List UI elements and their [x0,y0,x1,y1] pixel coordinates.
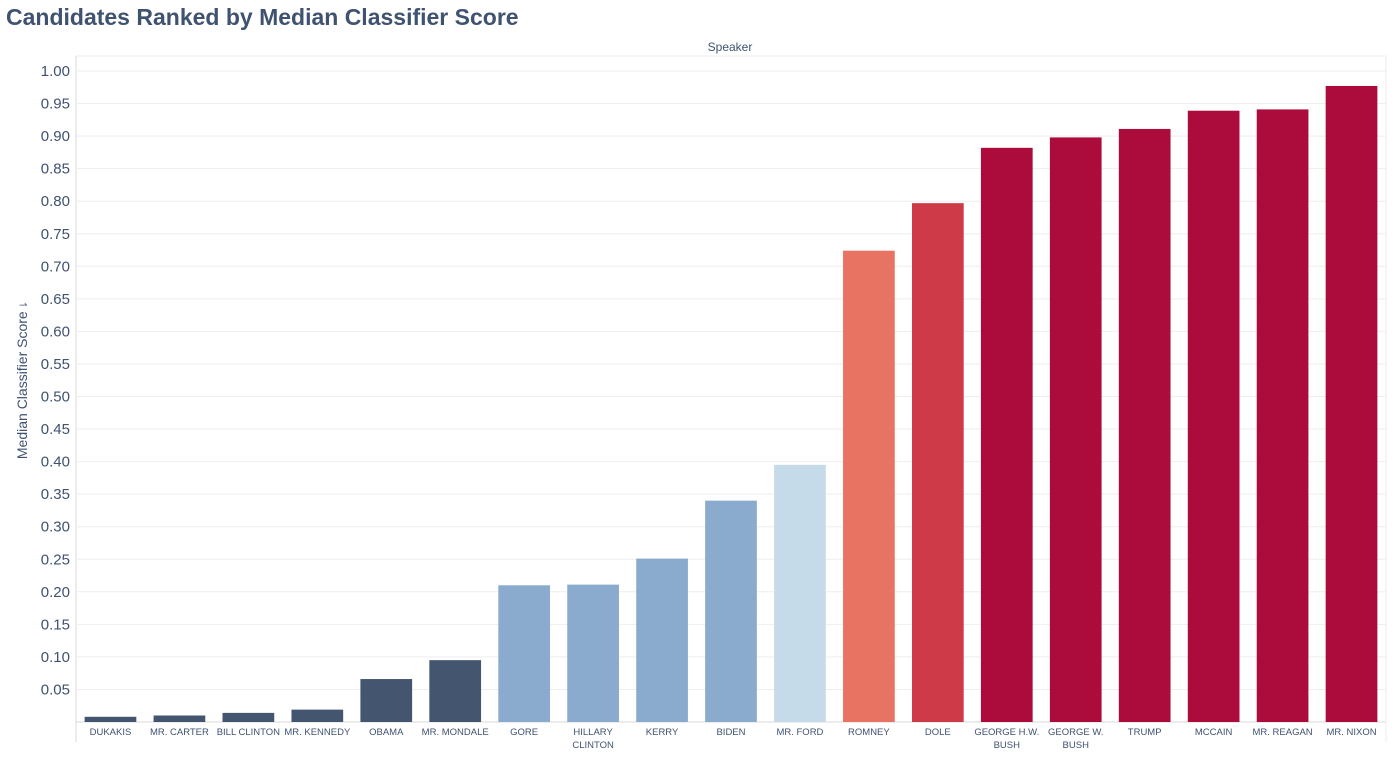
y-tick-label: 0.80 [41,193,70,210]
y-tick-label: 0.45 [41,421,70,438]
bar[interactable] [1256,109,1309,722]
y-tick-label: 0.90 [41,128,70,145]
y-tick-label: 0.10 [41,649,70,666]
x-tick-label: HILLARY [573,727,613,738]
x-tick-label: DOLE [925,727,951,738]
y-tick-label: 0.75 [41,226,70,243]
x-tick-label: MR. CARTER [150,727,209,738]
bar[interactable] [1118,128,1171,723]
bar[interactable] [636,558,688,722]
bar[interactable] [291,709,344,722]
bar[interactable] [980,147,1033,722]
x-facet-label: Speaker [707,40,753,54]
bar[interactable] [498,585,551,722]
y-tick-label: 0.20 [41,584,70,601]
x-tick-label: MR. KENNEDY [284,727,351,738]
y-tick-label: 0.55 [41,356,70,373]
bar[interactable] [153,715,206,722]
y-tick-label: 0.30 [41,519,70,536]
y-tick-label: 0.15 [41,616,70,633]
bar[interactable] [222,712,275,722]
y-tick-label: 0.25 [41,551,70,568]
x-tick-label: DUKAKIS [90,727,132,738]
x-tick-label: TRUMP [1128,727,1162,738]
bar[interactable] [567,584,619,722]
x-tick-label: ROMNEY [848,727,890,738]
y-tick-label: 0.85 [41,161,70,178]
bar[interactable] [774,464,826,722]
x-tick-label: KERRY [646,727,679,738]
x-tick-label: MCCAIN [1195,727,1233,738]
bar[interactable] [360,679,413,722]
bar[interactable] [705,500,757,722]
x-tick-label: BIDEN [716,727,745,738]
y-tick-label: 0.95 [41,96,70,113]
y-tick-label: 0.60 [41,323,70,340]
x-tick-label: CLINTON [572,740,614,751]
bar[interactable] [911,203,964,722]
bar[interactable] [843,250,895,722]
y-tick-label: 0.05 [41,681,70,698]
y-tick-label: 0.40 [41,454,70,471]
x-tick-label: BUSH [1063,740,1090,751]
y-tick-label: 0.35 [41,486,70,503]
x-tick-label: OBAMA [369,727,404,738]
x-tick-label: MR. MONDALE [422,727,489,738]
bar[interactable] [429,660,482,722]
y-tick-label: 0.70 [41,258,70,275]
y-tick-label: 1.00 [41,63,70,80]
x-tick-label: GORE [510,727,538,738]
bar[interactable] [1325,85,1378,722]
y-tick-label: 0.50 [41,389,70,406]
x-tick-label: BILL CLINTON [217,727,280,738]
x-tick-label: MR. REAGAN [1252,727,1312,738]
bar[interactable] [1049,137,1102,723]
x-tick-label: GEORGE W. [1048,727,1103,738]
chart-title: Candidates Ranked by Median Classifier S… [6,4,519,30]
bar[interactable] [1187,110,1240,722]
x-tick-label: MR. FORD [776,727,823,738]
bar[interactable] [84,716,137,722]
x-tick-label: BUSH [994,740,1021,751]
x-tick-label: GEORGE H.W. [974,727,1039,738]
x-tick-label: MR. NIXON [1326,727,1376,738]
y-tick-label: 0.65 [41,291,70,308]
